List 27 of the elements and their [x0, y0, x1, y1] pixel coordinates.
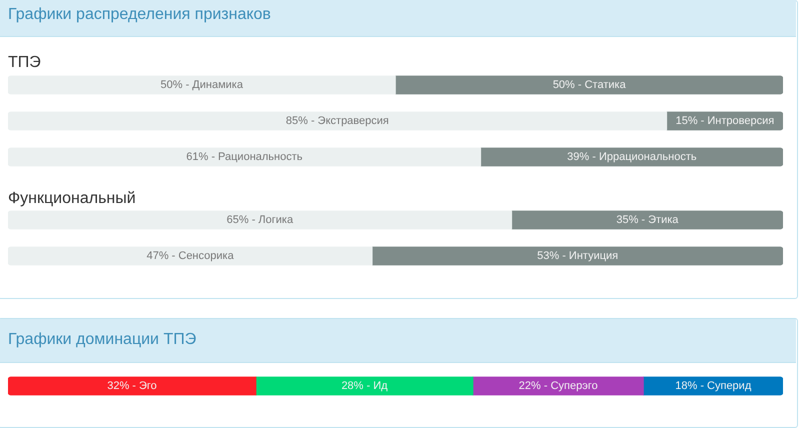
bar	[472, 376, 644, 396]
data-label: 39% - Иррациональность	[567, 151, 697, 164]
bar	[8, 148, 482, 166]
chart-title: Графики распределения признаков	[8, 6, 271, 24]
data-label: 28% - Ид	[341, 380, 388, 392]
bar	[8, 76, 396, 94]
bar	[643, 376, 783, 396]
data-label: 65% - Логика	[226, 214, 294, 226]
data-label: 47% - Сенсорика	[146, 250, 235, 262]
bar	[480, 148, 783, 166]
data-label: 50% - Статика	[552, 79, 627, 92]
data-label: 53% - Интуиция	[537, 250, 618, 262]
data-label: 32% - Эго	[107, 380, 157, 392]
data-label: 50% - Динамика	[160, 79, 244, 92]
chart-title: Функциональный	[8, 190, 136, 208]
bar	[395, 76, 783, 94]
chart-title: Графики доминации ТПЭ	[8, 331, 196, 349]
data-label: 85% - Экстраверсия	[286, 115, 389, 128]
data-label: 22% - Суперэго	[518, 380, 598, 392]
data-label: 35% - Этика	[616, 214, 680, 226]
data-label: 18% - Суперид	[675, 380, 752, 392]
bar	[8, 112, 668, 130]
data-label: 15% - Интроверсия	[676, 115, 774, 128]
chart-subtitle: ТПЭ	[8, 54, 41, 72]
bar	[256, 376, 474, 396]
bar	[8, 376, 256, 396]
data-label: 61% - Рациональность	[186, 151, 303, 164]
